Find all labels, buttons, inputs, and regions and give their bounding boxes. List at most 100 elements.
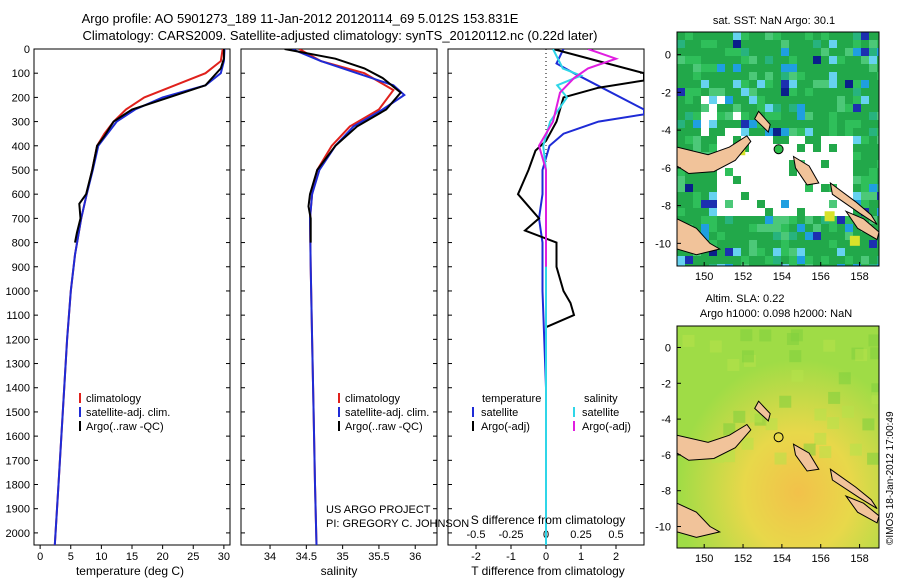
map-lon-label: 158 (850, 271, 868, 283)
sst-cell (717, 264, 725, 266)
sst-cell (709, 120, 717, 128)
sst-cell (797, 248, 805, 256)
sst-cell (733, 120, 741, 128)
sst-cell (757, 48, 765, 56)
sst-map-title: sat. SST: NaN Argo: 30.1 (713, 15, 835, 27)
sst-cell (685, 64, 693, 72)
sst-cell (701, 104, 709, 112)
sst-cell (693, 32, 701, 40)
sst-cell (853, 184, 861, 192)
sst-cell (677, 112, 685, 120)
sst-cell (789, 240, 797, 248)
sst-cell (709, 224, 717, 232)
argo-position-marker (773, 432, 784, 443)
sst-cell (757, 216, 765, 224)
sst-cell (869, 136, 877, 144)
s-diff-tick-label: 0.25 (570, 529, 591, 541)
sst-cell (733, 256, 741, 264)
sst-cell (853, 152, 861, 160)
sst-cell (709, 128, 717, 136)
sst-cell (725, 232, 733, 240)
map-lat-label: -2 (661, 378, 671, 390)
sst-cell (797, 88, 805, 96)
sst-cell (869, 192, 877, 200)
sst-cell (693, 120, 701, 128)
depth-tick-label: 1400 (6, 383, 30, 395)
sst-cell (797, 112, 805, 120)
sst-cell (773, 96, 781, 104)
temperature-legend: climatology satellite-adj. clim. Argo(..… (79, 393, 170, 433)
sst-cell (837, 216, 845, 224)
sst-cell (869, 72, 877, 80)
sst-cell (789, 48, 797, 56)
series-line (284, 49, 403, 243)
sla-cell (723, 423, 736, 436)
sst-cell (853, 104, 861, 112)
legend-argo-label: Argo(..raw -QC) (86, 421, 164, 433)
s-difference-xlabel: S difference from climatology (471, 513, 626, 527)
sla-field (677, 326, 879, 548)
sst-cell (829, 240, 837, 248)
depth-tick-label: 0 (24, 44, 30, 56)
sst-cell (837, 120, 845, 128)
sst-cell (821, 56, 829, 64)
sst-cell (845, 32, 853, 40)
sst-cell (741, 192, 749, 200)
sst-cell (773, 256, 781, 264)
sst-cell (829, 72, 837, 80)
map-lat-label: -4 (661, 125, 671, 137)
sst-cell (805, 264, 813, 266)
sst-cell (685, 72, 693, 80)
sst-cell (853, 160, 861, 168)
sst-cell (845, 232, 853, 240)
sst-cell (677, 208, 685, 216)
sst-cell (877, 128, 879, 136)
sst-cell (677, 96, 685, 104)
sst-cell (741, 240, 749, 248)
depth-tick-label: 100 (12, 68, 30, 80)
sst-cell (853, 168, 861, 176)
sst-cell (861, 48, 869, 56)
sst-cell (693, 80, 701, 88)
sst-cell (709, 88, 717, 96)
depth-tick-label: 1600 (6, 431, 30, 443)
x-tick-label: -2 (471, 551, 481, 563)
sst-cell (709, 184, 717, 192)
sst-cell (853, 128, 861, 136)
sst-cell (781, 128, 789, 136)
map-frame (676, 31, 880, 267)
sst-cell (797, 120, 805, 128)
sst-cell (789, 216, 797, 224)
sst-cell (765, 72, 773, 80)
sst-cell (853, 144, 861, 152)
sst-cell (821, 248, 829, 256)
sst-cell (709, 32, 717, 40)
sst-cell (805, 248, 813, 256)
sst-cell (877, 136, 879, 144)
sst-cell (805, 48, 813, 56)
depth-tick-label: 500 (12, 165, 30, 177)
sst-cell (757, 88, 765, 96)
sst-cell (829, 224, 837, 232)
sst-cell (797, 40, 805, 48)
sst-cell (837, 32, 845, 40)
sst-cell (789, 32, 797, 40)
depth-tick-label: 1200 (6, 334, 30, 346)
sst-cell (749, 232, 757, 240)
sst-cell (861, 152, 869, 160)
sst-cell (829, 80, 837, 88)
sla-cell (849, 443, 862, 456)
sst-cell (829, 120, 837, 128)
sst-cell (781, 112, 789, 120)
sst-cell (861, 136, 869, 144)
sst-cell (693, 56, 701, 64)
sst-cell (725, 120, 733, 128)
sst-cell (765, 96, 773, 104)
sst-cell (741, 48, 749, 56)
sst-cell (877, 104, 879, 112)
sst-cell (877, 96, 879, 104)
sst-cell (701, 136, 709, 144)
sst-cell (717, 216, 725, 224)
sst-cell (789, 104, 797, 112)
sst-cell (821, 88, 829, 96)
